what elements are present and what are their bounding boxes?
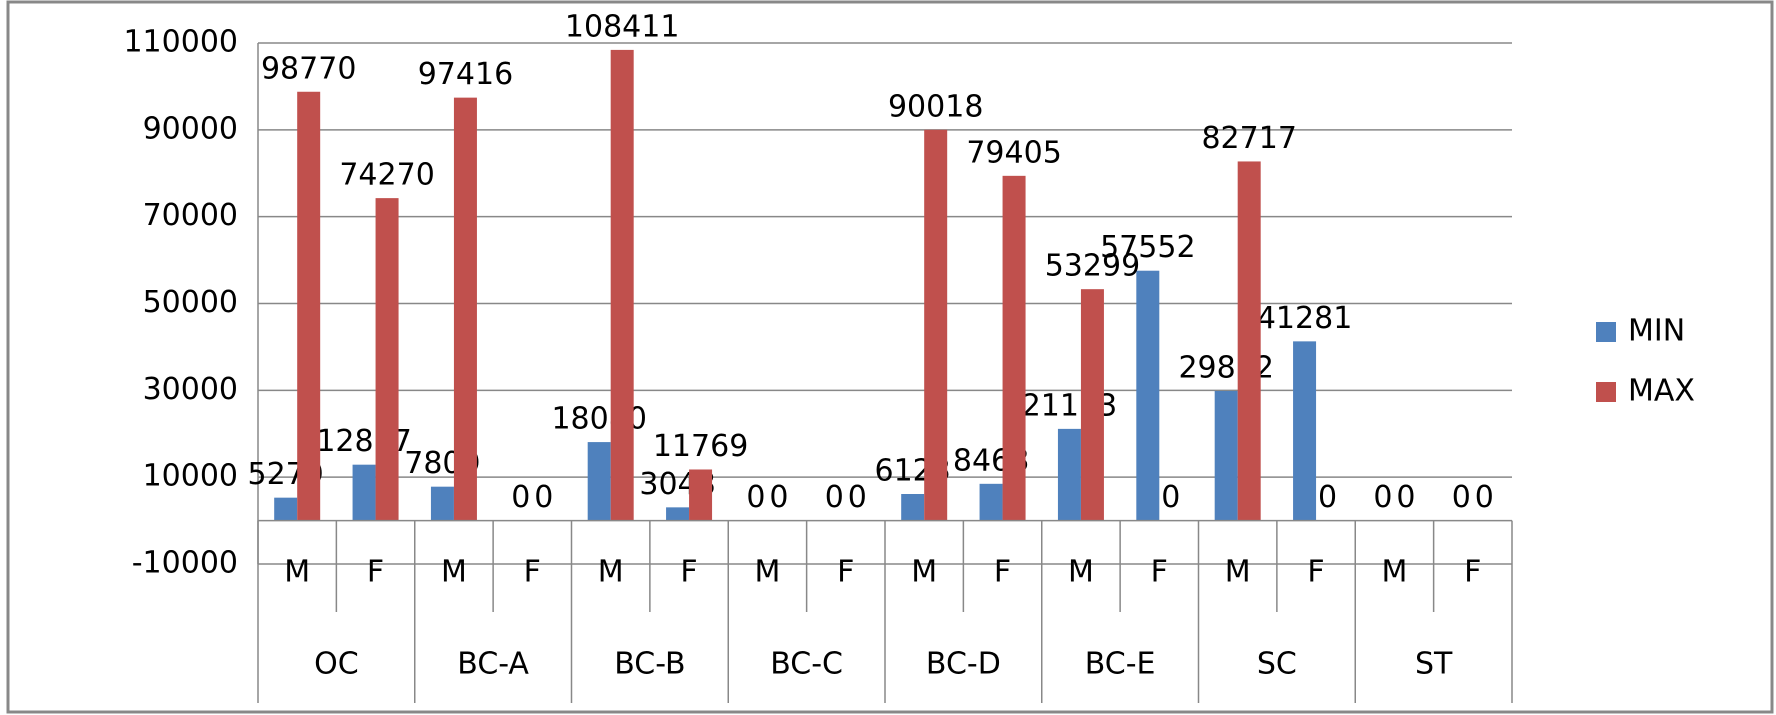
bar — [979, 483, 1003, 521]
data-label: 53299 — [1045, 249, 1140, 284]
bar — [1080, 289, 1104, 521]
bar — [352, 464, 376, 521]
x-tick-label: M — [1381, 555, 1407, 590]
data-label: 0 — [1452, 480, 1471, 515]
x-tick-label: F — [1464, 555, 1481, 590]
x-tick-label: F — [994, 555, 1011, 590]
x-tick-label: F — [680, 555, 697, 590]
bar — [1214, 390, 1238, 521]
x-tick-label: F — [524, 555, 541, 590]
data-label: 0 — [1161, 480, 1180, 515]
x-tick-label: M — [911, 555, 937, 590]
legend-swatch — [1596, 382, 1616, 402]
data-label: 97416 — [418, 57, 513, 92]
data-label: 90018 — [888, 89, 983, 124]
data-label: 57552 — [1100, 230, 1195, 265]
y-tick-label: 30000 — [143, 372, 238, 407]
bar — [689, 469, 713, 521]
bar — [430, 486, 454, 521]
data-label: 0 — [769, 480, 788, 515]
y-tick-label: 50000 — [143, 285, 238, 320]
data-label: 0 — [511, 480, 530, 515]
x-group-label: ST — [1415, 647, 1453, 682]
x-group-label: SC — [1257, 647, 1297, 682]
x-group-label: BC-D — [926, 647, 1001, 682]
x-tick-label: M — [598, 555, 624, 590]
bar — [1057, 428, 1081, 521]
data-label: 11769 — [653, 429, 748, 464]
data-label: 41281 — [1257, 301, 1352, 336]
bar — [901, 493, 925, 521]
y-tick-label: 70000 — [143, 198, 238, 233]
bar — [1002, 175, 1026, 521]
data-label: 0 — [1373, 480, 1392, 515]
data-label: 0 — [1318, 480, 1337, 515]
data-label: 0 — [1396, 480, 1415, 515]
bar — [587, 442, 611, 521]
data-label: 108411 — [565, 9, 680, 44]
y-tick-label: 110000 — [123, 25, 238, 60]
bar — [274, 497, 298, 521]
bar — [453, 97, 477, 521]
x-tick-label: F — [1307, 555, 1324, 590]
x-group-label: BC-B — [614, 647, 685, 682]
x-tick-label: M — [1225, 555, 1251, 590]
x-group-label: BC-E — [1085, 647, 1156, 682]
data-label: 79405 — [966, 135, 1061, 170]
x-group-label: OC — [314, 647, 359, 682]
data-label: 82717 — [1201, 121, 1296, 156]
data-label: 0 — [1475, 480, 1494, 515]
bar — [666, 507, 690, 521]
legend-label: MIN — [1628, 314, 1685, 349]
x-tick-label: M — [441, 555, 467, 590]
x-tick-label: M — [1068, 555, 1094, 590]
y-tick-label: 10000 — [143, 459, 238, 494]
data-label: 0 — [746, 480, 765, 515]
data-label: 0 — [534, 480, 553, 515]
y-tick-label: -10000 — [132, 546, 238, 581]
bar — [1136, 270, 1160, 521]
x-tick-label: M — [754, 555, 780, 590]
bar — [1237, 161, 1261, 521]
bar — [375, 198, 399, 521]
bar — [1293, 341, 1317, 521]
data-label: 0 — [848, 480, 867, 515]
legend-label: MAX — [1628, 374, 1695, 409]
data-label: 74270 — [339, 158, 434, 193]
y-tick-label: 90000 — [143, 111, 238, 146]
bar — [610, 49, 634, 521]
x-tick-label: F — [1151, 555, 1168, 590]
x-tick-label: F — [367, 555, 384, 590]
legend-swatch — [1596, 322, 1616, 342]
data-label: 0 — [825, 480, 844, 515]
x-tick-label: F — [837, 555, 854, 590]
x-tick-label: M — [284, 555, 310, 590]
x-group-label: BC-A — [457, 647, 529, 682]
bar — [297, 91, 321, 521]
bar — [924, 129, 948, 521]
x-group-label: BC-C — [770, 647, 843, 682]
data-label: 98770 — [261, 51, 356, 86]
